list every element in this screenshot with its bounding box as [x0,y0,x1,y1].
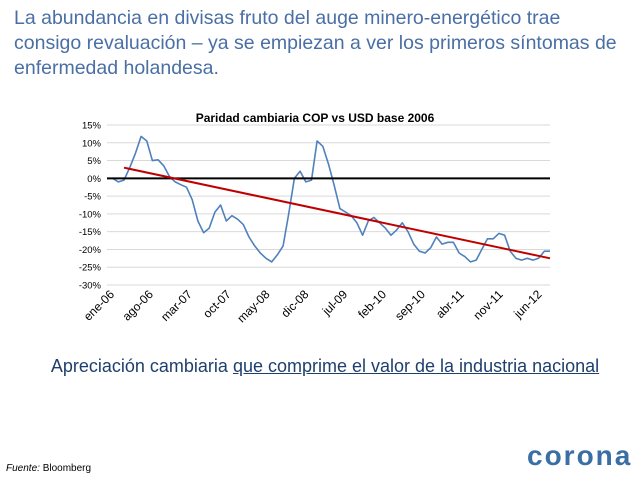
caption-prefix: Apreciación cambiaria [50,356,233,376]
x-tick-label: nov-11 [470,287,505,322]
y-tick-label: 5% [87,156,101,167]
caption-underlined: que comprime el valor de la industria na… [232,356,600,376]
x-tick-label: jul-09 [319,287,351,319]
y-tick-label: 10% [82,138,102,149]
source-note: Fuente: Bloomberg [6,463,91,474]
chart-title: Paridad cambiaria COP vs USD base 2006 [196,111,435,125]
trend-line [123,166,551,260]
y-tick-label: 0% [87,174,101,185]
series-layer [107,135,551,263]
x-tick-label: mar-07 [158,287,195,324]
exchange-rate-chart: Paridad cambiaria COP vs USD base 2006 1… [79,111,551,325]
slide-caption: Apreciación cambiaria que comprime el va… [30,354,620,379]
x-tick-label: jun-12 [510,287,544,321]
y-tick-label: -15% [79,227,102,238]
y-tick-label: -5% [84,192,101,203]
x-tick-label: may-08 [234,287,272,325]
y-tick-label: 15% [82,121,102,132]
x-tick-label: feb-10 [355,287,389,321]
y-tick-label: -10% [79,209,102,220]
x-tick-label: abr-11 [433,287,467,321]
x-tick-label: sep-10 [392,287,428,323]
slide-headline: La abundancia en divisas fruto del auge … [14,7,617,79]
x-tick-label: ene-06 [81,287,118,324]
chart-grid [107,124,550,286]
x-tick-label: ago-06 [120,287,157,324]
corona-logo: corona [527,440,633,471]
x-axis-ticks: ene-06 ago-06 mar-07 oct-07 may-08 dic-08 jul-… [81,287,545,325]
x-tick-label: dic-08 [278,287,311,320]
y-tick-label: -30% [79,281,102,292]
series-line [107,135,550,263]
y-axis-ticks: 15% 10% 5% 0% -5% -10% -15% -20% -25% -30% [79,121,102,292]
x-tick-label: oct-07 [200,287,234,321]
y-tick-label: -25% [79,263,102,274]
source-label: Fuente: [6,463,40,474]
source-value: Bloomberg [39,463,92,474]
y-tick-label: -20% [79,245,102,256]
